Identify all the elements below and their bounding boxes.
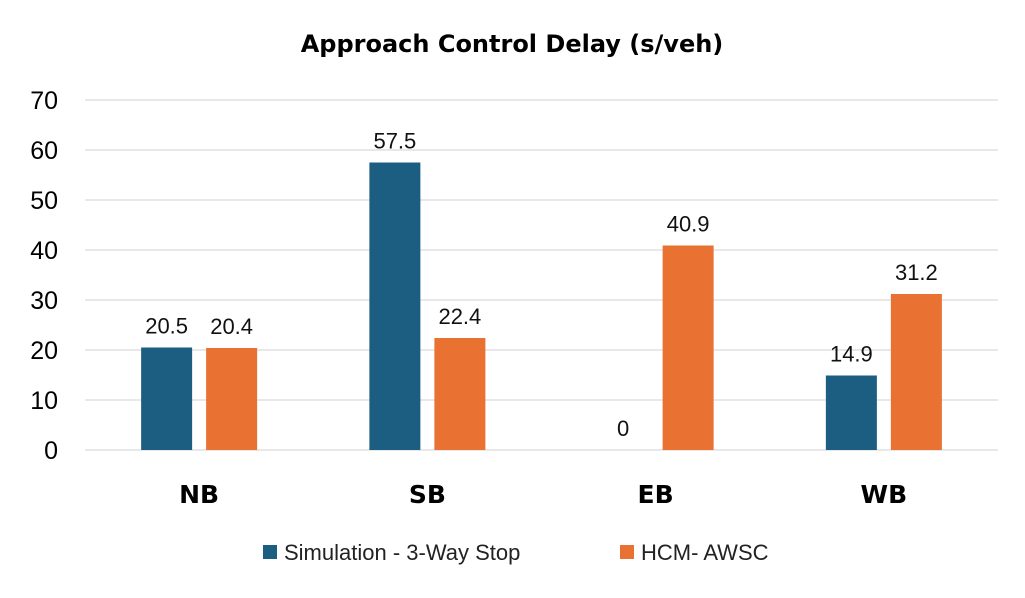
data-label: 31.2 [895,260,938,285]
bar-eb-series-2 [662,245,714,450]
x-tick-label: EB [638,480,674,509]
legend-swatch [620,545,634,559]
legend-label: HCM- AWSC [641,540,769,565]
y-tick-label: 0 [44,437,58,465]
chart-title: Approach Control Delay (s/veh) [301,30,724,58]
y-axis-ticks: 0 10 20 30 40 50 60 70 [30,87,58,465]
bars [141,162,942,450]
bar-nb-series-1 [141,347,193,450]
x-axis-ticks: NB SB EB WB [179,480,907,509]
bar-wb-series-1 [825,375,877,450]
data-label: 20.4 [210,314,253,339]
y-tick-label: 70 [30,87,58,115]
data-label: 22.4 [438,304,481,329]
data-label: 57.5 [373,129,416,154]
y-tick-label: 40 [30,237,58,265]
x-tick-label: WB [861,480,908,509]
data-label: 0 [617,416,629,441]
data-label: 14.9 [830,342,873,367]
y-tick-label: 20 [30,337,58,365]
legend-swatch [263,545,277,559]
legend: Simulation - 3-Way Stop HCM- AWSC [263,540,769,565]
bar-wb-series-2 [890,294,942,450]
bar-sb-series-2 [434,338,486,450]
data-labels: 20.5 20.4 57.5 22.4 0 40.9 14.9 31.2 [145,129,938,442]
data-label: 20.5 [145,314,188,339]
bar-nb-series-2 [206,348,258,450]
bar-sb-series-1 [369,162,421,450]
data-label: 40.9 [667,212,710,237]
y-tick-label: 50 [30,187,58,215]
y-tick-label: 30 [30,287,58,315]
y-tick-label: 60 [30,137,58,165]
x-tick-label: SB [409,480,446,509]
legend-label: Simulation - 3-Way Stop [284,540,520,565]
x-tick-label: NB [179,480,219,509]
y-tick-label: 10 [30,387,58,415]
